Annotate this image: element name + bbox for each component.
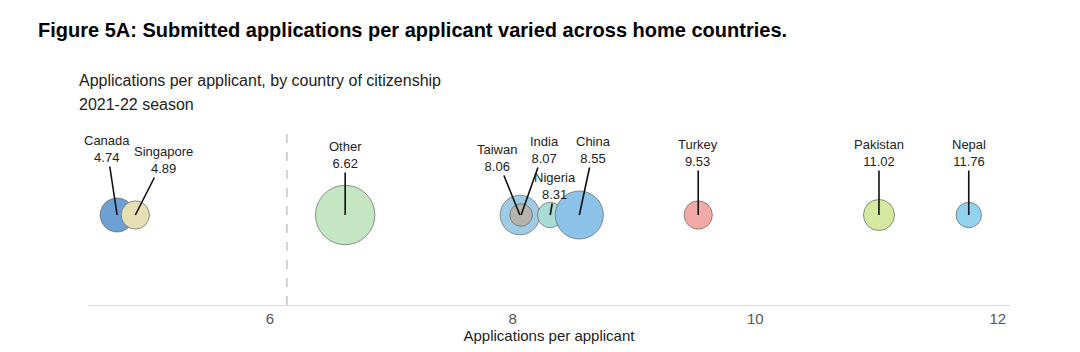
svg-text:Applications per applicant: Applications per applicant <box>464 327 636 344</box>
svg-text:Nepal11.76: Nepal11.76 <box>952 137 986 169</box>
svg-text:12: 12 <box>990 310 1007 327</box>
svg-text:China8.55: China8.55 <box>576 134 611 166</box>
svg-text:6: 6 <box>266 310 274 327</box>
svg-text:Taiwan8.06: Taiwan8.06 <box>477 142 517 174</box>
svg-text:Nigeria8.31: Nigeria8.31 <box>534 170 576 202</box>
svg-text:Figure 5A: Submitted applicati: Figure 5A: Submitted applications per ap… <box>38 19 787 41</box>
svg-text:Pakistan11.02: Pakistan11.02 <box>854 137 904 169</box>
svg-text:2021-22 season: 2021-22 season <box>79 96 194 113</box>
svg-text:India8.07: India8.07 <box>530 134 559 166</box>
svg-text:Applications per applicant, by: Applications per applicant, by country o… <box>79 72 441 89</box>
svg-text:8: 8 <box>508 310 516 327</box>
svg-text:Canada4.74: Canada4.74 <box>84 133 130 165</box>
svg-text:Turkey9.53: Turkey9.53 <box>678 137 718 169</box>
svg-text:Singapore4.89: Singapore4.89 <box>134 144 193 176</box>
svg-text:Other6.62: Other6.62 <box>329 139 362 171</box>
svg-text:10: 10 <box>747 310 764 327</box>
